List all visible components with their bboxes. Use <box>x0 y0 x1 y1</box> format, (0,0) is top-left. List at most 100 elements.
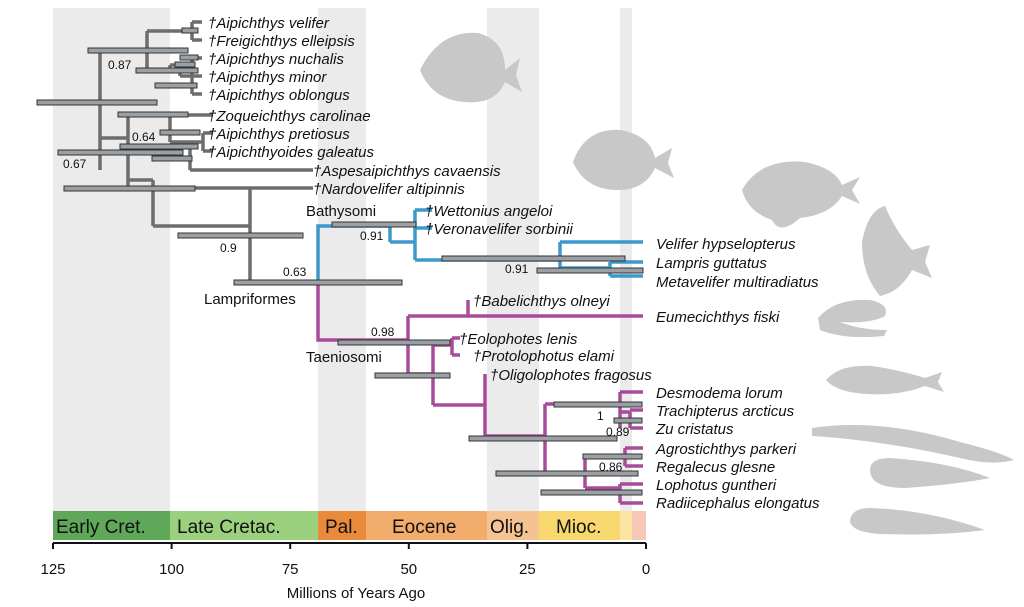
taxon-label: †Freigichthys elleipsis <box>208 33 355 50</box>
silhouettes <box>420 32 1014 535</box>
period-label-paleocene: Pal. <box>325 517 358 538</box>
period-eocene <box>366 511 487 540</box>
taxon-label: Lophotus guntheri <box>656 477 777 494</box>
taxon-label: Metavelifer multiradiatus <box>656 274 819 291</box>
period-label-late-cretaceous: Late Cretac. <box>177 517 281 538</box>
age-bar <box>87 47 189 54</box>
support-value: 0.63 <box>283 265 307 279</box>
support-value: 0.67 <box>63 157 87 171</box>
taxon-label: †Aipichthys velifer <box>208 15 330 32</box>
age-bar <box>63 185 196 192</box>
age-bar <box>495 470 639 477</box>
fish-velifer-icon <box>742 161 860 228</box>
taxon-label: †Babelichthys olneyi <box>473 293 610 310</box>
fish-tapertail-icon <box>870 458 990 488</box>
taxon-label: †Aspesaipichthys cavaensis <box>313 163 501 180</box>
age-bar <box>582 453 643 460</box>
age-bar <box>135 67 199 74</box>
period-strip: Early Cret. Late Cretac. Pal. Eocene Oli… <box>53 511 646 540</box>
age-bar <box>441 255 626 262</box>
fish-ribbonfish-icon <box>850 508 985 535</box>
clade-label-taeniosomi: Taeniosomi <box>306 349 382 366</box>
taxon-label: †Aipichthys pretiosus <box>208 126 350 143</box>
support-value: 0.86 <box>599 460 623 474</box>
period-pliocene <box>620 511 632 540</box>
taxon-label: Radiicephalus elongatus <box>656 495 820 512</box>
taxon-label: †Zoqueichthys carolinae <box>208 108 371 125</box>
taxon-label: Regalecus glesne <box>656 459 775 476</box>
support-value: 0.91 <box>505 262 529 276</box>
support-value: 0.89 <box>606 425 630 439</box>
fish-oarfish-icon <box>812 425 1014 463</box>
age-bars <box>36 27 644 496</box>
support-value: 0.98 <box>371 325 395 339</box>
taxon-label: †Nardovelifer altipinnis <box>313 181 465 198</box>
axis-tick-label: 100 <box>159 561 184 578</box>
support-value: 1 <box>597 409 604 423</box>
taxon-label: †Aipichthys oblongus <box>208 87 350 104</box>
age-bar <box>179 54 199 61</box>
age-bar <box>536 267 644 274</box>
taxon-label: †Protolophotus elami <box>473 348 615 365</box>
support-value: 0.9 <box>220 241 237 255</box>
age-bar <box>159 129 201 136</box>
age-bar <box>181 27 199 34</box>
taxon-label: Desmodema lorum <box>656 385 783 402</box>
support-values: 0.87 0.64 0.67 0.9 0.63 0.91 0.91 0.98 1… <box>63 58 630 474</box>
age-bar <box>233 279 403 286</box>
axis-tick-label: 75 <box>282 561 299 578</box>
axis-tick-label: 50 <box>400 561 417 578</box>
age-bar <box>468 435 618 442</box>
fish-crestfish-icon <box>818 299 887 338</box>
period-paleocene <box>318 511 366 540</box>
age-bar <box>57 149 184 156</box>
axis-tick-label: 25 <box>519 561 536 578</box>
age-bar <box>177 232 304 239</box>
taxon-label: Eumecichthys fiski <box>656 309 780 326</box>
taeniosomi-branches <box>316 282 643 505</box>
age-bar <box>154 82 198 89</box>
age-bar <box>613 417 643 424</box>
fish-lampris-icon <box>862 206 932 296</box>
support-value: 0.64 <box>132 130 156 144</box>
age-bar <box>540 489 643 496</box>
age-bar <box>36 99 158 106</box>
time-axis: 125 100 75 50 25 0 Millions of Years Ago <box>40 542 650 602</box>
period-early-cretaceous <box>53 511 170 540</box>
support-value: 0.91 <box>360 229 384 243</box>
clade-labels: Bathysomi Lampriformes Taeniosomi <box>204 203 382 366</box>
age-bar <box>117 111 189 118</box>
period-oligocene <box>487 511 539 540</box>
shade-early-cretaceous <box>53 8 170 511</box>
period-miocene <box>539 511 620 540</box>
axis-tick-label: 0 <box>642 561 650 578</box>
period-late-cretaceous <box>170 511 318 540</box>
taxon-label: †Wettonius angeloi <box>425 203 553 220</box>
age-bar <box>337 339 451 346</box>
support-value: 0.87 <box>108 58 132 72</box>
taxon-label: Agrostichthys parkeri <box>655 441 797 458</box>
period-label-oligocene: Olig. <box>490 517 529 538</box>
fish-opah-icon <box>420 32 522 103</box>
shade-paleocene <box>318 8 366 511</box>
age-bar <box>151 155 193 162</box>
taxon-label: Zu cristatus <box>655 421 734 438</box>
fish-moonfish-icon <box>573 129 674 190</box>
age-bar <box>119 143 199 150</box>
taxon-label: †Aipichthyoides galeatus <box>208 144 374 161</box>
clade-label-bathysomi: Bathysomi <box>306 203 376 220</box>
taxon-label: Lampris guttatus <box>656 255 767 272</box>
clade-label-lampriformes: Lampriformes <box>204 291 296 308</box>
age-bar <box>374 372 451 379</box>
taxon-labels: †Aipichthys velifer †Freigichthys elleip… <box>208 15 820 512</box>
taxon-label: †Veronavelifer sorbinii <box>425 221 574 238</box>
age-bar <box>174 61 196 68</box>
taxon-label: †Oligolophotes fragosus <box>490 367 652 384</box>
period-label-miocene: Mioc. <box>556 517 601 538</box>
age-bar <box>553 401 643 408</box>
taxon-label: †Aipichthys nuchalis <box>208 51 344 68</box>
taxon-label: †Aipichthys minor <box>208 69 327 86</box>
age-bar <box>331 221 417 228</box>
period-label-early-cretaceous: Early Cret. <box>56 517 146 538</box>
